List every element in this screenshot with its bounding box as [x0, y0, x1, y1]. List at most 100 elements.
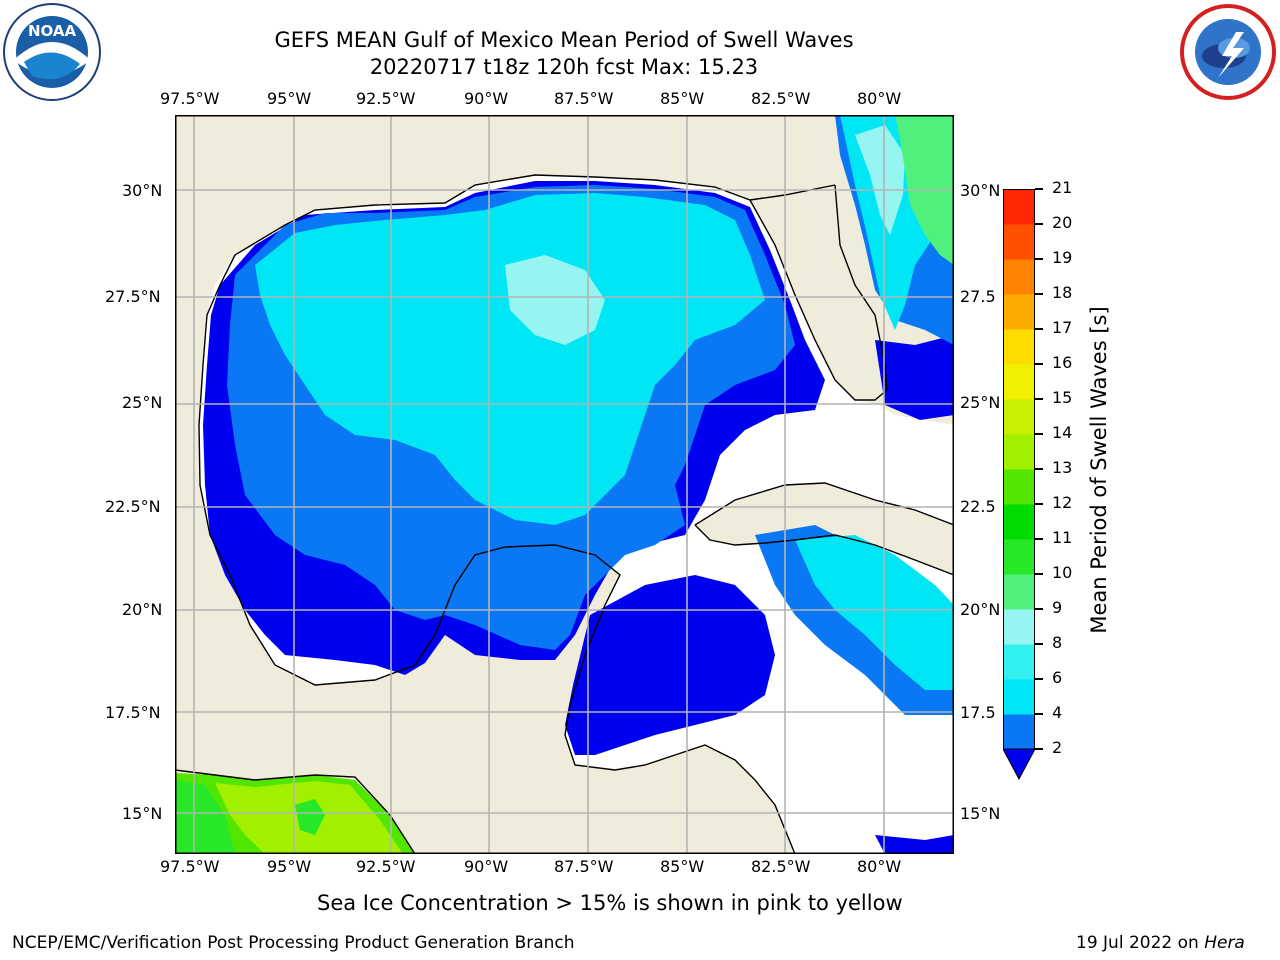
colorbar-band — [1003, 469, 1035, 505]
swell-band-2-4 — [875, 835, 954, 854]
coastline — [198, 364, 796, 854]
map-subtitle: 20220717 t18z 120h fcst Max: 15.23 — [369, 55, 759, 79]
lon-label: 95°W — [267, 857, 312, 876]
colorbar-tick — [1035, 258, 1043, 260]
colorbar-tick-label: 15 — [1052, 388, 1073, 407]
colorbar-extend-arrow — [1002, 748, 1036, 781]
date-stamp: 19 Jul 2022 on Hera — [1076, 933, 1245, 953]
colorbar-tick — [1035, 608, 1043, 610]
colorbar-tick — [1035, 468, 1043, 470]
lat-label: 27.5 — [960, 287, 996, 306]
colorbar-tick-label: 14 — [1052, 423, 1073, 442]
map-title: GEFS MEAN Gulf of Mexico Mean Period of … — [274, 28, 854, 52]
colorbar-tick — [1035, 503, 1043, 505]
swell-band-8-9 — [855, 125, 905, 235]
colorbar-tick-label: 2 — [1052, 738, 1063, 757]
lat-label: 25°N — [960, 393, 1001, 412]
lat-label: 20°N — [122, 600, 163, 619]
colorbar-tick-label: 9 — [1052, 598, 1063, 617]
swell-band-6-8 — [795, 535, 954, 690]
lon-label: 85°W — [660, 89, 705, 108]
colorbar-band — [1003, 714, 1035, 750]
lon-label: 80°W — [857, 89, 902, 108]
lon-label: 95°W — [267, 89, 312, 108]
map-frame — [175, 115, 954, 854]
lat-label: 30°N — [960, 181, 1001, 200]
colorbar-frame — [1003, 189, 1035, 750]
lat-label: 22.5 — [960, 497, 996, 516]
colorbar-band — [1003, 609, 1035, 645]
colorbar-tick — [1035, 748, 1043, 750]
coastline — [202, 174, 836, 366]
swell-band-2-4 — [565, 575, 775, 755]
colorbar-tick-label: 20 — [1052, 213, 1073, 232]
lat-label: 17.5°N — [105, 703, 161, 722]
lat-label: 27.5°N — [105, 287, 161, 306]
colorbar-tick — [1035, 538, 1043, 540]
lon-label: 82.5°W — [751, 89, 811, 108]
swell-band-6-8 — [255, 193, 765, 525]
lat-label: 20°N — [960, 600, 1001, 619]
colorbar-band — [1003, 364, 1035, 400]
colorbar-tick — [1035, 678, 1043, 680]
swell-band-2-4 — [875, 335, 954, 420]
colorbar-tick-label: 18 — [1052, 283, 1073, 302]
machine-name: Hera — [1204, 933, 1245, 953]
colorbar-tick — [1035, 573, 1043, 575]
colorbar-label: Mean Period of Swell Waves [s] — [1087, 306, 1111, 634]
lat-label: 25°N — [122, 393, 163, 412]
colorbar-band — [1003, 504, 1035, 540]
sea-ice-note: Sea Ice Concentration > 15% is shown in … — [317, 891, 903, 915]
colorbar-tick-label: 21 — [1052, 178, 1073, 197]
colorbar-tick — [1035, 643, 1043, 645]
colorbar-band — [1003, 294, 1035, 330]
lon-label: 85°W — [660, 857, 705, 876]
graticule — [175, 115, 954, 854]
colorbar-tick-label: 17 — [1052, 318, 1073, 337]
colorbar-band — [1003, 224, 1035, 260]
colorbar-tick — [1035, 398, 1043, 400]
colorbar-band — [1003, 329, 1035, 365]
swell-band-8-9 — [505, 255, 605, 345]
lon-label: 97.5°W — [160, 857, 220, 876]
pacific-swell-11-12 — [175, 780, 235, 854]
credit-text: NCEP/EMC/Verification Post Processing Pr… — [12, 933, 575, 953]
colorbar-tick — [1035, 293, 1043, 295]
lon-label: 92.5°W — [356, 857, 416, 876]
pacific-swell-11-12 — [295, 799, 325, 835]
colorbar-band — [1003, 434, 1035, 470]
noaa-logo: NOAA — [2, 2, 102, 102]
colorbar-band — [1003, 189, 1035, 225]
colorbar-band — [1003, 539, 1035, 575]
colorbar-tick — [1035, 188, 1043, 190]
lon-label: 87.5°W — [554, 89, 614, 108]
colorbar-tick-label: 11 — [1052, 528, 1073, 547]
colorbar-band — [1003, 644, 1035, 680]
lon-label: 97.5°W — [160, 89, 220, 108]
colorbar-band — [1003, 399, 1035, 435]
colorbar-tick — [1035, 433, 1043, 435]
colorbar-tick-label: 8 — [1052, 633, 1063, 652]
colorbar-tick — [1035, 223, 1043, 225]
lat-label: 17.5 — [960, 703, 996, 722]
colorbar — [1002, 189, 1036, 781]
coastline — [175, 769, 416, 854]
lon-label: 80°W — [857, 857, 902, 876]
colorbar-tick-label: 4 — [1052, 703, 1063, 722]
noaa-logo-text: NOAA — [28, 22, 77, 40]
nws-logo — [1178, 2, 1278, 102]
lon-label: 87.5°W — [554, 857, 614, 876]
lon-label: 90°W — [464, 89, 509, 108]
colorbar-tick-label: 16 — [1052, 353, 1073, 372]
date-text: 19 Jul 2022 on — [1076, 933, 1199, 953]
colorbar-tick — [1035, 328, 1043, 330]
colorbar-tick — [1035, 363, 1043, 365]
lat-label: 22.5°N — [105, 497, 161, 516]
coastline — [749, 184, 888, 401]
gulf-map — [175, 115, 954, 854]
cuba-land — [695, 483, 954, 575]
colorbar-band — [1003, 259, 1035, 295]
lon-label: 92.5°W — [356, 89, 416, 108]
lon-label: 90°W — [464, 857, 509, 876]
colorbar-tick-label: 12 — [1052, 493, 1073, 512]
